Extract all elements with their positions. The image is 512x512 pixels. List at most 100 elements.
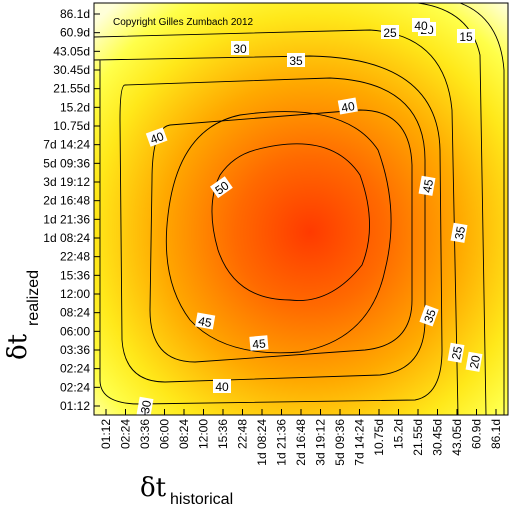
contour-label-background <box>419 304 439 327</box>
contour-line-25 <box>94 29 459 415</box>
contour-label-background <box>381 25 399 39</box>
x-tick-label: 02:24 <box>119 419 133 449</box>
contour-label-background <box>213 379 231 393</box>
contour-label-text: 35 <box>452 225 468 241</box>
y-tick-label: 02:24 <box>60 380 90 394</box>
contour-label-text: 45 <box>420 178 436 194</box>
x-tick-label: 15:36 <box>216 419 230 449</box>
contour-label-background <box>145 127 168 147</box>
contour-label-text: 35 <box>289 54 303 68</box>
y-tick-label: 43.05d <box>53 44 90 58</box>
x-tick-label: 3d 19:12 <box>314 419 328 466</box>
y-tick-label: 7d 14:24 <box>43 138 90 152</box>
x-tick-label: 30.45d <box>431 419 445 456</box>
y-tick-label: 15:36 <box>60 268 90 282</box>
y-tick-label: 08:24 <box>60 306 90 320</box>
y-axis: 01:12 02:24 02:24 03:36 06:00 08:24 12:00 15:36… <box>43 7 100 413</box>
y-tick-label: 22:48 <box>60 250 90 264</box>
y-tick-label: 3d 19:12 <box>43 175 90 189</box>
contour-label-text: 40 <box>148 129 166 147</box>
y-tick-label: 12:00 <box>60 287 90 301</box>
contour-level-label: 45 <box>418 175 436 196</box>
contour-level-label: 40 <box>412 18 430 33</box>
contour-label-background <box>287 53 305 67</box>
contour-label-background <box>412 18 430 32</box>
x-tick-label: 03:36 <box>138 419 152 449</box>
y-tick-label: 30.45d <box>53 63 90 77</box>
y-tick-label: 01:12 <box>60 399 90 413</box>
contour-line-15 <box>459 3 505 415</box>
x-tick-label: 06:00 <box>158 419 172 449</box>
x-tick-label: 60.9d <box>470 419 484 449</box>
contour-level-label: 30 <box>136 396 154 417</box>
contour-level-label: 20 <box>465 351 483 372</box>
y-tick-label: 5d 09:36 <box>43 156 90 170</box>
contour-line-40 <box>149 109 413 363</box>
plot-area: 15202530354045503035404540453525204030 C… <box>93 2 509 417</box>
y-tick-label: 06:00 <box>60 324 90 338</box>
contour-level-label: 25 <box>381 25 399 40</box>
contour-line-35 <box>119 77 426 383</box>
x-tick-label: 5d 09:36 <box>333 419 347 466</box>
contour-label-text: 45 <box>197 314 213 330</box>
contour-label-background <box>210 176 233 199</box>
y-tick-label: 02:24 <box>60 362 90 376</box>
contour-level-label: 40 <box>213 379 231 394</box>
contour-label-background <box>195 312 216 330</box>
x-axis-title: δt historical <box>140 473 233 508</box>
y-tick-label: 86.1d <box>60 7 90 21</box>
contour-line-20 <box>417 3 487 415</box>
contour-level-label: 45 <box>195 312 216 330</box>
contour-label-background <box>136 396 154 417</box>
x-axis-symbol: δt <box>140 473 167 503</box>
y-tick-label: 1d 21:36 <box>43 212 90 226</box>
contour-label-text: 25 <box>383 26 397 40</box>
contour-label-text: 20 <box>467 354 483 370</box>
contour-level-label: 50 <box>210 176 233 199</box>
x-tick-label: 86.1d <box>489 419 503 449</box>
x-tick-label: 15.2d <box>392 419 406 449</box>
contour-level-label: 35 <box>419 304 439 327</box>
contour-label-background <box>231 41 249 55</box>
y-axis-symbol: δt <box>3 333 33 360</box>
contour-level-label: 15 <box>457 29 475 44</box>
x-tick-label: 22:48 <box>236 419 250 449</box>
x-axis: 01:12 02:24 03:36 06:00 08:24 12:00 15:36 22:48… <box>99 409 503 466</box>
contour-label-text: 35 <box>421 307 439 325</box>
x-tick-label: 43.05d <box>450 419 464 456</box>
y-tick-label: 60.9d <box>60 26 90 40</box>
contour-line-45 <box>165 111 392 354</box>
contour-label-background <box>249 335 269 351</box>
contour-label-text: 45 <box>252 336 267 351</box>
contour-label-background <box>447 342 465 363</box>
contour-level-label: 45 <box>249 335 269 352</box>
x-tick-label: 08:24 <box>177 419 191 449</box>
y-tick-label: 2d 16:48 <box>43 194 90 208</box>
y-tick-label: 10.75d <box>53 119 90 133</box>
contour-label-text: 40 <box>340 99 356 115</box>
y-tick-label: 1d 08:24 <box>43 231 90 245</box>
y-axis-title: δt realized <box>3 270 42 360</box>
contour-labels: 15202530354045503035404540453525204030 <box>136 18 483 417</box>
x-axis-subscript: historical <box>170 491 233 508</box>
x-tick-label: 1d 21:36 <box>275 419 289 466</box>
x-tick-label: 1d 08:24 <box>255 419 269 466</box>
contour-label-background <box>418 175 436 196</box>
contour-label-text: 40 <box>414 19 428 33</box>
contour-label-background <box>450 222 468 243</box>
contour-level-label: 40 <box>337 97 358 115</box>
contour-label-text: 40 <box>215 380 229 394</box>
contour-label-text: 30 <box>138 399 154 415</box>
x-tick-label: 10.75d <box>372 419 386 456</box>
x-tick-label: 12:00 <box>197 419 211 449</box>
contour-label-text: 30 <box>233 42 247 56</box>
contour-level-label: 35 <box>287 53 305 68</box>
contour-level-label: 40 <box>145 127 168 147</box>
contour-lines <box>94 3 505 415</box>
contour-label-background <box>337 97 358 115</box>
y-tick-label: 21.55d <box>53 82 90 96</box>
y-tick-label: 15.2d <box>60 100 90 114</box>
x-tick-label: 2d 16:48 <box>294 419 308 466</box>
x-tick-label: 21.55d <box>411 419 425 456</box>
